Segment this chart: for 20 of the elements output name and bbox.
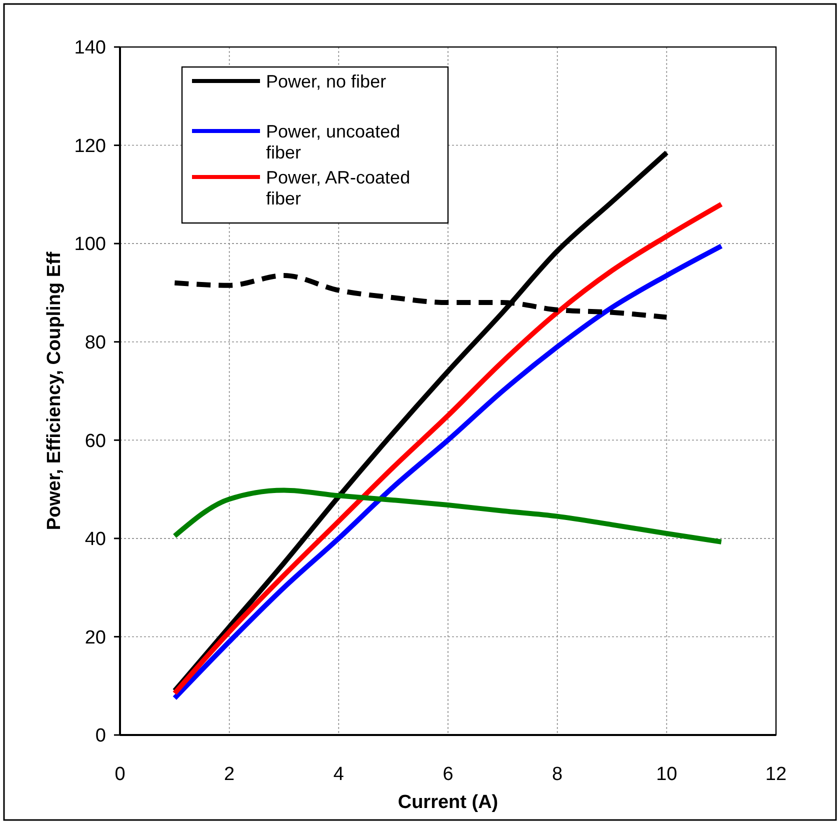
y-tick-label: 20 xyxy=(84,627,106,648)
x-tick-label: 2 xyxy=(224,764,235,785)
x-axis-title: Current (A) xyxy=(398,792,498,813)
legend-label: Power, no fiber xyxy=(266,71,386,92)
legend-label: Power, AR-coated fiber xyxy=(266,167,410,208)
y-tick-label: 0 xyxy=(95,726,106,747)
y-tick-label: 140 xyxy=(74,38,106,59)
x-tick-label: 0 xyxy=(114,764,126,785)
y-tick-label: 40 xyxy=(84,529,106,550)
x-tick-label: 6 xyxy=(442,764,454,785)
y-tick-label: 100 xyxy=(74,234,106,256)
y-axis-title: Power, Efficiency, Coupling Eff xyxy=(44,251,65,530)
x-tick-label: 10 xyxy=(656,764,678,785)
y-tick-label: 80 xyxy=(84,332,106,354)
x-tick-label: 4 xyxy=(333,764,344,785)
y-tick-label: 120 xyxy=(74,136,106,157)
y-tick-label: 60 xyxy=(84,430,106,452)
x-tick-label: 12 xyxy=(765,764,787,785)
legend-label: Power, uncoated fiber xyxy=(266,121,400,162)
x-tick-label: 8 xyxy=(552,764,563,785)
